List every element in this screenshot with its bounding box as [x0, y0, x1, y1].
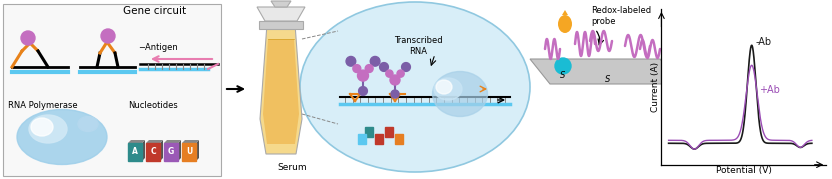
Circle shape [21, 31, 35, 45]
Text: A: A [132, 147, 138, 156]
Text: G: G [168, 147, 174, 156]
Polygon shape [128, 140, 145, 143]
Ellipse shape [436, 80, 452, 94]
Text: U: U [186, 147, 192, 156]
Bar [182, 143, 196, 161]
Text: Gene circuit: Gene circuit [123, 6, 186, 16]
Text: S: S [606, 74, 611, 83]
Polygon shape [257, 7, 305, 21]
Circle shape [386, 70, 393, 77]
Ellipse shape [433, 71, 488, 117]
Bar [3, 4, 221, 176]
Ellipse shape [558, 15, 572, 33]
Text: Transcribed
RNA: Transcribed RNA [394, 36, 443, 56]
Circle shape [402, 63, 410, 71]
Circle shape [555, 58, 571, 74]
Circle shape [365, 65, 373, 72]
Polygon shape [160, 140, 163, 161]
Ellipse shape [17, 110, 107, 165]
Y-axis label: Current (A): Current (A) [651, 62, 660, 112]
Bar [375, 134, 383, 144]
Bar [128, 143, 142, 161]
Polygon shape [562, 10, 568, 15]
Polygon shape [271, 1, 291, 7]
Circle shape [370, 56, 380, 66]
Circle shape [101, 29, 115, 43]
Circle shape [397, 70, 404, 77]
Polygon shape [146, 140, 163, 143]
Polygon shape [196, 140, 199, 161]
Polygon shape [263, 39, 299, 144]
Ellipse shape [29, 115, 67, 143]
Circle shape [379, 63, 389, 71]
Bar [365, 127, 373, 137]
Polygon shape [164, 140, 181, 143]
Ellipse shape [78, 117, 98, 132]
Text: +Ab: +Ab [759, 85, 780, 95]
Text: −Antigen: −Antigen [138, 43, 178, 52]
Circle shape [358, 70, 369, 81]
X-axis label: Potential (V): Potential (V) [716, 166, 772, 175]
Text: RNA Polymerase: RNA Polymerase [8, 101, 77, 110]
Bar [385, 127, 393, 137]
Circle shape [390, 75, 400, 85]
Bar [146, 143, 160, 161]
Polygon shape [142, 140, 145, 161]
Text: Serum: Serum [277, 163, 307, 172]
Polygon shape [260, 24, 302, 154]
Ellipse shape [31, 118, 53, 136]
Circle shape [346, 56, 356, 66]
Ellipse shape [434, 78, 462, 100]
Text: C: C [151, 147, 156, 156]
Bar [395, 134, 403, 144]
Text: Redox-labeled
probe: Redox-labeled probe [591, 6, 651, 26]
Bar [259, 21, 303, 29]
Polygon shape [178, 140, 181, 161]
Text: Nucleotides: Nucleotides [128, 101, 178, 110]
Ellipse shape [300, 2, 530, 172]
Circle shape [353, 65, 361, 72]
Text: -Ab: -Ab [756, 37, 772, 47]
Polygon shape [530, 59, 680, 84]
Bar [358, 134, 366, 144]
Circle shape [391, 90, 399, 98]
Bar [164, 143, 178, 161]
Text: S: S [560, 71, 566, 81]
Circle shape [359, 87, 368, 95]
Polygon shape [182, 140, 199, 143]
